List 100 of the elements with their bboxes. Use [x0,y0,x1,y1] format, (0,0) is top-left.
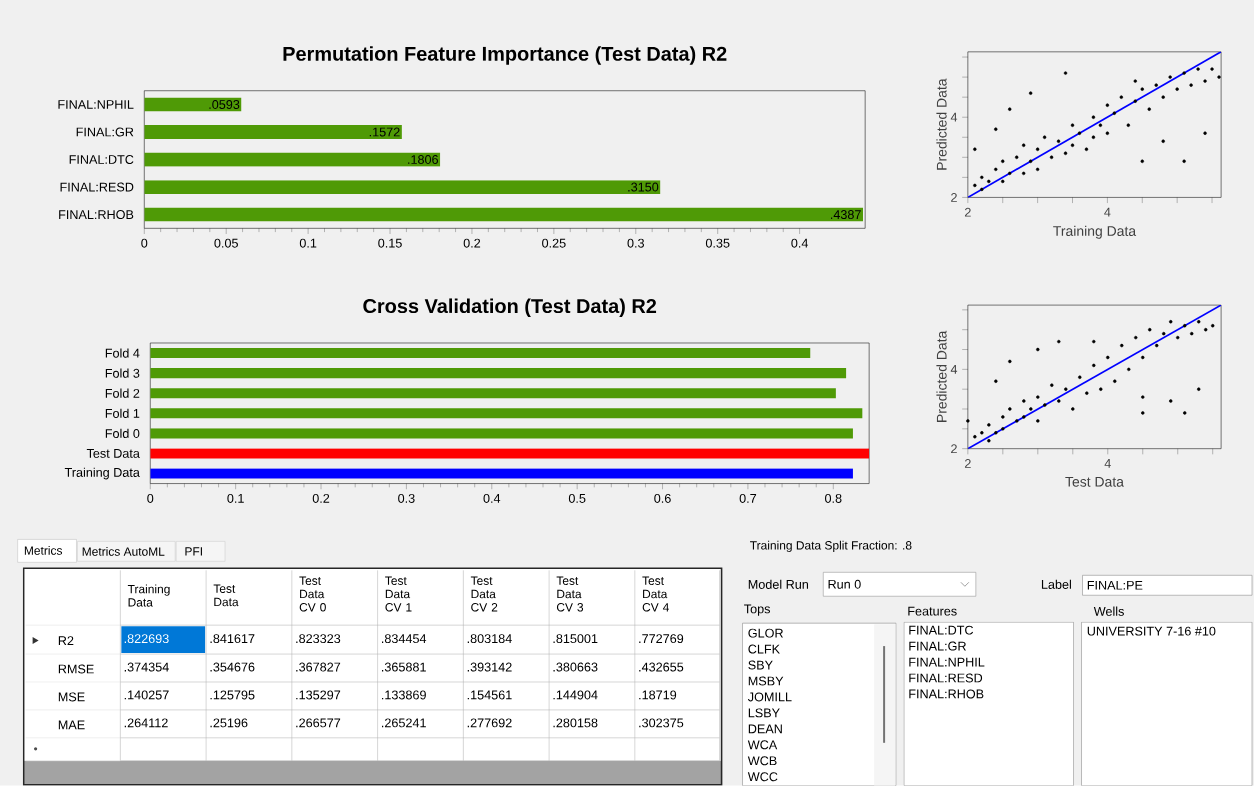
y-axis-title: Predicted Data [936,78,947,170]
point [1140,87,1145,92]
text: Run 0 [828,579,861,589]
point [1036,347,1040,352]
x-tick-label: 0.05 [214,238,238,248]
text: .823323 [296,634,341,644]
y-tick-label: Training Data [64,467,140,480]
point [966,419,970,423]
data-label: .1806 [408,155,439,165]
point [1203,79,1207,84]
text: MAE [58,720,85,730]
text: .280158 [553,718,598,728]
text: SBY [748,660,773,670]
x-tick-label: 0.1 [227,494,244,504]
point [1141,395,1145,399]
point [1028,159,1033,164]
x-tick-label: 0.2 [463,238,481,248]
text: Label [1041,579,1071,590]
text: .140257 [124,690,169,700]
bar [150,448,870,459]
point [1022,399,1026,403]
point [1203,131,1207,136]
point [1217,75,1221,79]
text: .125795 [210,690,255,700]
point [1029,407,1033,411]
x-tick-label: 0.7 [739,494,757,504]
text: WCC [747,772,778,782]
text: .380663 [553,662,598,672]
bar [150,408,863,419]
text: DEAN [748,724,782,734]
point [980,187,984,192]
chart-title: Cross Validation (Test Data) R2 [363,298,657,318]
point [1091,115,1096,120]
x-tick-label: 0.15 [378,238,402,248]
point [1001,159,1005,164]
text: FINAL:PE [1087,581,1143,590]
point [1014,155,1019,160]
point [1105,131,1110,136]
text: UNIVERSITY 7-16 #10 [1087,626,1216,636]
x-tick-label: 0.2 [312,494,330,504]
point [1183,324,1187,328]
text: PFI [185,547,202,556]
point [1133,79,1138,84]
text: JOMILL [747,692,792,702]
text: .302375 [639,718,684,728]
data-label: .4387 [830,210,861,220]
text: .772769 [639,634,684,644]
point [1015,419,1019,423]
point [1063,71,1068,75]
x-tick-label: 0 [147,494,154,504]
point [1084,147,1089,152]
text: .393142 [467,662,512,672]
y-tick-label: 2 [951,444,957,454]
text: .266577 [296,718,341,728]
point [1190,332,1194,336]
point [1141,355,1145,360]
point [1210,67,1214,71]
point [1113,379,1117,384]
point [1140,159,1145,164]
point [1091,135,1096,140]
text: .18719 [639,690,677,700]
text: MSBY [748,676,784,686]
point [1182,159,1186,164]
x-tick-label: 0.35 [705,238,730,248]
point [1154,83,1158,88]
point [1141,411,1145,415]
x-tick-label: 0.8 [825,494,842,504]
data-label: .1572 [369,127,400,137]
point [1133,99,1138,104]
point [1036,419,1040,423]
point [1196,387,1201,392]
point [1021,143,1026,148]
point [1035,147,1040,152]
text: Metrics [24,546,63,555]
point [1134,336,1138,340]
y-tick-label: FINAL:GR [76,127,134,137]
point [1001,427,1005,431]
text: .365881 [382,662,426,672]
point [1036,395,1040,399]
text: Test Data CV 0 [299,576,326,612]
point [994,127,998,132]
y-axis-title: Predicted Data [936,330,947,423]
point [1050,383,1054,388]
text: CLFK [748,644,780,654]
point [1092,340,1096,344]
point [987,179,991,184]
bar [144,180,661,195]
text: Features [908,606,957,616]
point [973,183,977,188]
point [1106,355,1110,360]
y-tick-label: Fold 0 [105,428,140,439]
point [1112,111,1117,116]
y-tick-label: FINAL:RHOB [59,210,134,220]
point [1210,324,1215,328]
point [1063,151,1068,156]
point [980,431,984,435]
bar [144,152,441,167]
x-tick-label: 0.6 [654,494,671,504]
text: Test Data [213,584,239,607]
point [1064,387,1068,392]
